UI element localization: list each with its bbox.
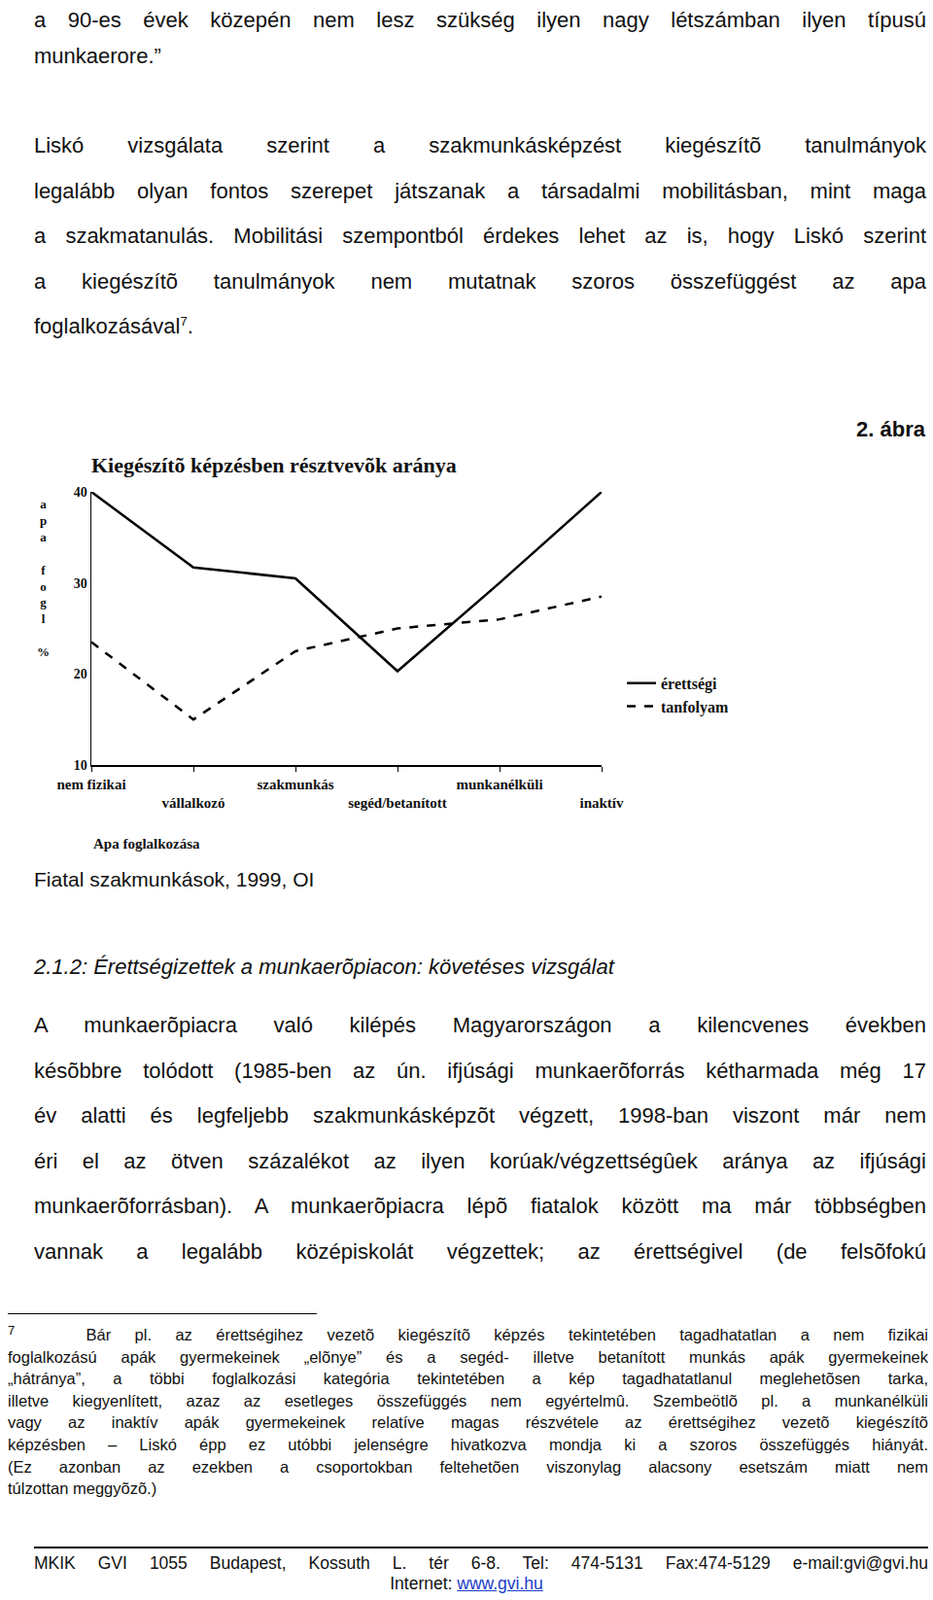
html-text:a kiegészítõ tanulmányok nem m: a kiegészítõ tanulmányok nem mutatnak sz…: [34, 268, 927, 294]
svg-text:Kiegészítõ képzésben résztvevõ: Kiegészítõ képzésben résztvevõk aránya: [91, 452, 457, 478]
svg-text:40: 40: [73, 484, 88, 500]
html-text:munkaerõforrásban). A munkaerõ: munkaerõforrásban). A munkaerõpiacra lép…: [34, 1193, 927, 1219]
svg-text:érettségi: érettségi: [660, 675, 718, 693]
svg-text:Apa foglalkozása: Apa foglalkozása: [93, 835, 201, 852]
html-text:év alatti és legfeljebb szakmu: év alatti és legfeljebb szakmunkásképzõt…: [34, 1103, 927, 1128]
html-text:éri el az ötven százalékot az: éri el az ötven százalékot az ilyen korú…: [34, 1148, 927, 1173]
html-text:Fiatal szakmunkások, 1999, OI: Fiatal szakmunkások, 1999, OI: [34, 867, 315, 891]
html-text:A munkaerõpiacra való kilépés: A munkaerõpiacra való kilépés Magyarorsz…: [34, 1012, 927, 1037]
html-text:Liskó vizsgálata szerint a sza: Liskó vizsgálata szerint a szakmunkáskép…: [34, 133, 927, 158]
svg-text:20: 20: [73, 666, 88, 682]
svg-text:segéd/betanított: segéd/betanított: [347, 794, 448, 811]
svg-text:30: 30: [73, 576, 88, 591]
svg-text:szakmunkás: szakmunkás: [256, 776, 334, 793]
html-text:2.1.2: Érettségizettek a munka: 2.1.2: Érettségizettek a munkaerõpiacon:…: [34, 954, 615, 979]
svg-text:munkanélküli: munkanélküli: [455, 776, 543, 793]
svg-text:vállalkozó: vállalkozó: [161, 794, 225, 811]
html-text:Bár pl. az érettségihez vezetõ: Bár pl. az érettségihez vezetõ kiegészít…: [86, 1325, 929, 1344]
svg-text:10: 10: [73, 758, 88, 773]
html-text:vannak a legalább középiskolát: vannak a legalább középiskolát végzettek…: [34, 1239, 927, 1264]
html-text:„hátránya”, a többi foglalkozá: „hátránya”, a többi foglalkozási kategór…: [7, 1369, 929, 1388]
html-text:Internet: www.gvi.hu: Internet: www.gvi.hu: [389, 1573, 544, 1593]
svg-text:apafogl%: apafogl%: [36, 496, 50, 659]
html-text:a 90-es évek közepén nem lesz: a 90-es évek közepén nem lesz szükség il…: [34, 7, 927, 33]
svg-text:nem fizikai: nem fizikai: [56, 776, 126, 793]
html-text:késõbbre tolódott (1985-ben az: késõbbre tolódott (1985-ben az ún. ifjús…: [34, 1057, 927, 1083]
html-text:7: 7: [7, 1322, 15, 1337]
html-text:a szakmatanulás. Mobilitási sz: a szakmatanulás. Mobilitási szempontból …: [34, 223, 927, 248]
html-text:legalább olyan fontos szerepet: legalább olyan fontos szerepet játszanak…: [34, 178, 927, 203]
svg-text:inaktív: inaktív: [579, 794, 624, 811]
html-text:foglalkozású apák gyermekeinek: foglalkozású apák gyermekeinek „elõnye” …: [7, 1347, 929, 1366]
html-text:foglalkozásával7.: foglalkozásával7.: [34, 313, 194, 339]
svg-text:tanfolyam: tanfolyam: [660, 698, 729, 717]
html-text:munkaerore.”: munkaerore.”: [34, 43, 162, 69]
html-text:vagy az inaktív apák gyermekei: vagy az inaktív apák gyermekeinek relatí…: [7, 1413, 929, 1431]
html-text:túlzottan meggyõzõ.): túlzottan meggyõzõ.): [7, 1479, 157, 1497]
html-text:2. ábra: 2. ábra: [856, 416, 926, 442]
html-text:(Ez azonban az ezekben a csopo: (Ez azonban az ezekben a csoportokban fe…: [7, 1457, 929, 1475]
html-text:MKIK GVI 1055 Budapest, Kossut: MKIK GVI 1055 Budapest, Kossuth L. tér 6…: [34, 1553, 929, 1573]
html-text:képzésben – Liskó épp ez utóbb: képzésben – Liskó épp ez utóbbi jelenség…: [7, 1435, 929, 1453]
html-text:illetve kiegyenlített, azaz az: illetve kiegyenlített, azaz az esetleges…: [7, 1391, 929, 1410]
